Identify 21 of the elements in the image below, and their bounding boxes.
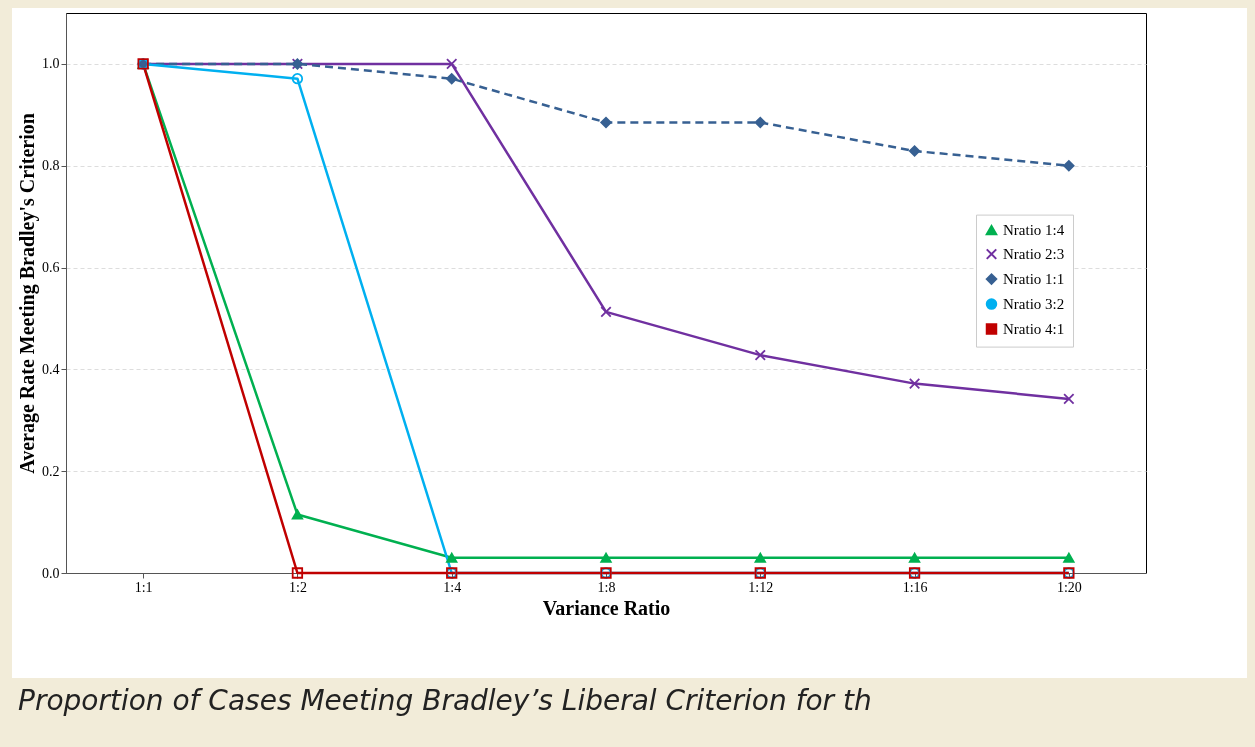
y-tick-label: 0.2 (42, 463, 60, 479)
x-axis-title: Variance Ratio (542, 596, 671, 619)
legend-label: Nratio 3:2 (1003, 296, 1065, 313)
text: Proportion of Cases Meeting Bradley’s Liberal Criterion for th (18, 684, 872, 717)
x-tick-label: 1:2 (288, 579, 307, 595)
y-axis-title: Average Rate Meeting Bradley's Criterion (16, 113, 39, 474)
x-tick-label: 1:1 (134, 579, 153, 595)
legend-label: Nratio 4:1 (1003, 321, 1065, 338)
x-tick-label: 1:20 (1056, 579, 1082, 595)
y-tick-label: 0.6 (42, 260, 60, 276)
legend-label: Nratio 1:4 (1003, 222, 1065, 239)
legend-label: Nratio 2:3 (1003, 246, 1065, 263)
x-tick-label: 1:8 (597, 579, 616, 595)
y-tick-label: 0.0 (42, 565, 60, 581)
y-tick-label: 0.8 (42, 158, 60, 174)
y-tick-label: 0.4 (42, 361, 60, 377)
x-tick-label: 1:4 (443, 579, 462, 595)
legend-label: Nratio 1:1 (1003, 271, 1065, 288)
x-tick-label: 1:16 (902, 579, 928, 595)
y-tick-label: 1.0 (42, 56, 60, 72)
x-tick-label: 1:12 (748, 579, 774, 595)
